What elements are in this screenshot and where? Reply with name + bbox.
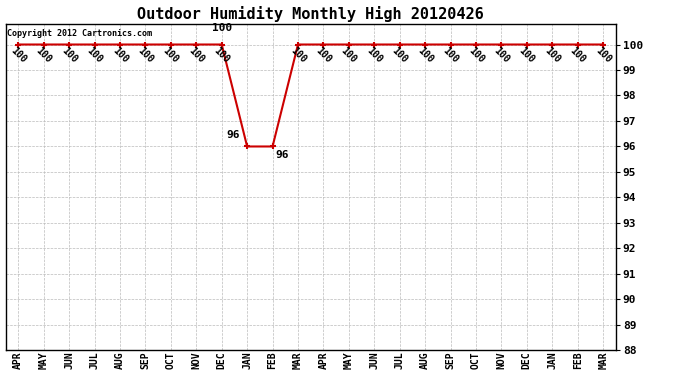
- Text: 100: 100: [339, 46, 359, 65]
- Text: 100: 100: [288, 46, 308, 65]
- Text: 100: 100: [212, 23, 232, 33]
- Text: 100: 100: [542, 46, 562, 65]
- Text: 100: 100: [364, 46, 384, 65]
- Text: 100: 100: [441, 46, 460, 65]
- Text: Copyright 2012 Cartronics.com: Copyright 2012 Cartronics.com: [7, 29, 152, 38]
- Text: 96: 96: [275, 150, 288, 160]
- Text: 100: 100: [492, 46, 511, 65]
- Text: 100: 100: [136, 46, 155, 65]
- Text: 100: 100: [415, 46, 435, 65]
- Text: 100: 100: [517, 46, 537, 65]
- Text: 100: 100: [568, 46, 587, 65]
- Text: 100: 100: [34, 46, 53, 65]
- Text: 100: 100: [593, 46, 613, 65]
- Text: 100: 100: [212, 46, 231, 65]
- Text: 96: 96: [226, 130, 239, 140]
- Text: 100: 100: [85, 46, 104, 65]
- Title: Outdoor Humidity Monthly High 20120426: Outdoor Humidity Monthly High 20120426: [137, 6, 484, 21]
- Text: 100: 100: [390, 46, 409, 65]
- Text: 100: 100: [110, 46, 130, 65]
- Text: 100: 100: [161, 46, 181, 65]
- Text: 100: 100: [59, 46, 79, 65]
- Text: 100: 100: [186, 46, 206, 65]
- Text: 100: 100: [314, 46, 333, 65]
- Text: 100: 100: [8, 46, 28, 65]
- Text: 100: 100: [466, 46, 486, 65]
